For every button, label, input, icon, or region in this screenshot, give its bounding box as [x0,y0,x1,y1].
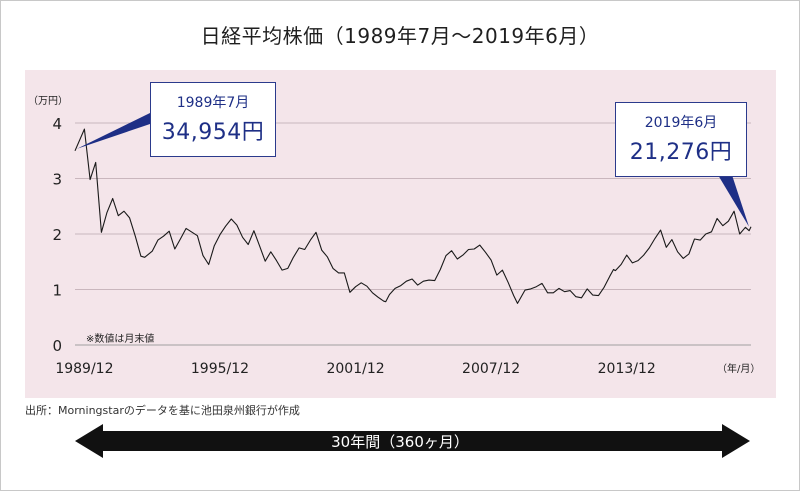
callout-end-value: 21,276円 [629,140,733,165]
callout-start-date: 1989年7月 [176,95,250,111]
series-line [74,128,752,304]
double-arrow-icon [75,424,750,458]
x-tick-label: 2007/12 [462,361,520,377]
x-axis-unit-label: （年/月） [717,362,760,375]
x-tick-label: 2001/12 [326,361,384,377]
source-note: 出所：Morningstarのデータを基に池田泉州銀行が作成 [25,404,300,417]
y-tick-label: 4 [52,115,62,133]
callout-end-pointer [718,175,749,227]
callout-start-pointer [77,113,150,149]
x-tick-label: 2013/12 [598,361,656,377]
callout-start: 1989年7月 34,954円 [150,82,276,157]
period-label: 30年間（360ヶ月） [331,433,469,451]
y-axis-unit-label: （万円） [28,95,68,107]
series-group [74,128,752,304]
x-tick-label: 1995/12 [191,361,249,377]
chart-title: 日経平均株価（1989年7月〜2019年6月） [200,24,600,48]
y-tick-label: 2 [52,226,62,244]
callout-pointers [77,113,749,227]
gridlines [75,122,751,346]
y-tick-label: 0 [52,337,62,355]
y-tick-label: 1 [52,282,62,300]
callout-end-date: 2019年6月 [644,115,718,131]
x-axis-ticks: 1989/12 1995/12 2001/12 2007/12 2013/12 [55,361,655,377]
callout-end: 2019年6月 21,276円 [615,102,747,177]
x-tick-label: 1989/12 [55,361,113,377]
y-axis-ticks: 0 1 2 3 4 [52,115,62,355]
value-note: ※数値は月末値 [86,332,154,345]
y-tick-label: 3 [52,171,62,189]
callout-start-value: 34,954円 [161,120,265,145]
